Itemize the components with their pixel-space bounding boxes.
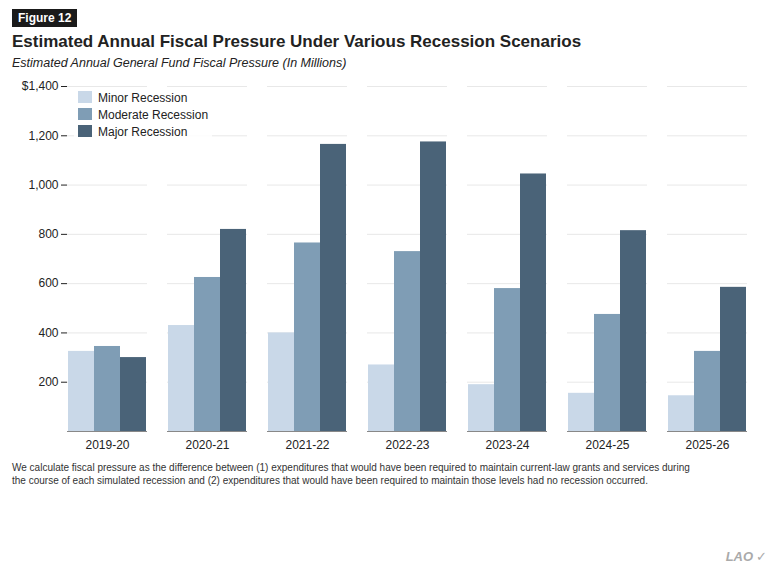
- svg-text:2020-21: 2020-21: [185, 438, 229, 452]
- html-text:LAO ✓: LAO ✓: [725, 549, 767, 564]
- svg-text:2022-23: 2022-23: [385, 438, 429, 452]
- svg-text:2023-24: 2023-24: [485, 438, 529, 452]
- svg-text:2019-20: 2019-20: [85, 438, 129, 452]
- html-text:Figure 12: Figure 12: [18, 11, 72, 25]
- svg-text:400: 400: [38, 326, 58, 340]
- html-text:We calculate fiscal pressure a: We calculate fiscal pressure as the diff…: [12, 462, 690, 473]
- svg-text:800: 800: [38, 227, 58, 241]
- html-text:Major Recession: Major Recession: [98, 125, 188, 139]
- html-text:Minor Recession: Minor Recession: [98, 91, 188, 105]
- html-text:the course of each simulated r: the course of each simulated recession a…: [12, 475, 648, 486]
- html-text:Estimated Annual Fiscal Pressu: Estimated Annual Fiscal Pressure Under V…: [12, 32, 582, 51]
- html-text:Moderate Recession: Moderate Recession: [98, 108, 209, 122]
- svg-text:1,000: 1,000: [28, 178, 58, 192]
- svg-text:$1,400: $1,400: [22, 79, 59, 93]
- svg-text:2025-26: 2025-26: [685, 438, 729, 452]
- svg-text:1,200: 1,200: [28, 129, 58, 143]
- svg-text:2021-22: 2021-22: [285, 438, 329, 452]
- svg-text:200: 200: [38, 375, 58, 389]
- html-text:Estimated Annual General Fund: Estimated Annual General Fund Fiscal Pre…: [12, 56, 347, 70]
- svg-text:600: 600: [38, 276, 58, 290]
- svg-text:2024-25: 2024-25: [585, 438, 629, 452]
